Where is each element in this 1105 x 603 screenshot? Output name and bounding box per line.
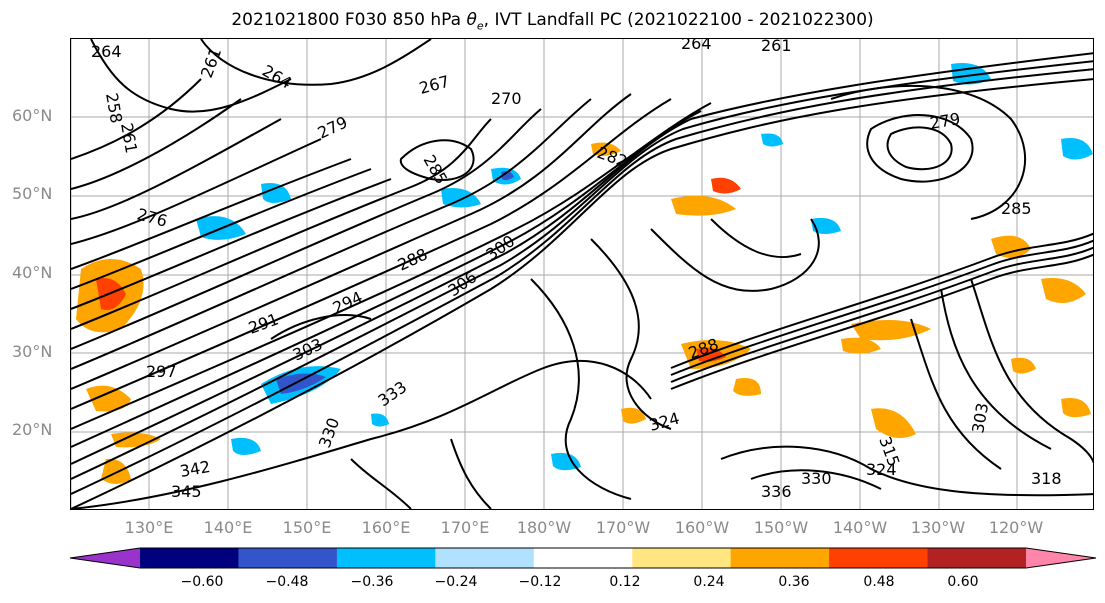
colorbar-tick-label: 0.36 — [778, 574, 810, 590]
contour-label: 267 — [417, 72, 451, 98]
lon-label-140e: 140°E — [203, 518, 253, 537]
contour-label: 330 — [801, 469, 832, 488]
contour-label: 279 — [928, 109, 961, 133]
map-title: 2021021800 F030 850 hPa θe, IVT Landfall… — [0, 10, 1105, 32]
contour-label: 294 — [330, 287, 366, 317]
map-svg: 264 261 264 261 258 261 264 267 270 279 … — [71, 39, 1093, 509]
contour-label: 264 — [91, 42, 122, 61]
colorbar-extend-max — [1026, 548, 1096, 568]
colorbar-tick-label: −0.24 — [434, 574, 478, 590]
lon-label-150e: 150°E — [282, 518, 332, 537]
lon-label-170w: 170°W — [595, 518, 651, 537]
lat-label-30n: 30°N — [12, 342, 53, 361]
positive-shading — [76, 142, 1091, 484]
contour-label: 324 — [866, 460, 897, 479]
contour-label: 261 — [117, 121, 141, 154]
colorbar-tick-label: −0.36 — [350, 574, 394, 590]
colorbar-segment — [435, 548, 535, 568]
contour-label: 261 — [197, 45, 225, 80]
contour-label: 303 — [968, 401, 992, 434]
contour-label: 297 — [146, 362, 177, 381]
contour-label: 324 — [647, 409, 681, 435]
contour-label: 258 — [102, 91, 126, 124]
contour-label: 303 — [290, 334, 326, 364]
theta-e-contours — [71, 39, 1093, 509]
colorbar-segment — [829, 548, 929, 568]
contour-label: 318 — [1031, 469, 1062, 488]
contour-label: 336 — [761, 482, 792, 501]
colorbar-segment — [632, 548, 732, 568]
colorbar-tick-label: 0.24 — [693, 574, 725, 590]
map-panel: 264 261 264 261 258 261 264 267 270 279 … — [70, 38, 1094, 510]
lon-label-130w: 130°W — [910, 518, 966, 537]
lon-label-140w: 140°W — [832, 518, 888, 537]
contour-label: 264 — [259, 61, 295, 93]
contour-label: 288 — [395, 244, 431, 274]
colorbar-segment — [927, 548, 1027, 568]
contour-label: 300 — [482, 231, 518, 264]
title-prefix: 2021021800 F030 850 hPa — [231, 10, 467, 30]
contour-label: 285 — [1001, 199, 1032, 218]
lon-label-130e: 130°E — [124, 518, 174, 537]
title-subscript: e — [476, 19, 484, 33]
title-suffix: , IVT Landfall PC (2021022100 - 20210223… — [483, 10, 874, 30]
contour-label: 270 — [491, 89, 522, 108]
lon-label-170e: 170°E — [440, 518, 490, 537]
lon-label-160e: 160°E — [361, 518, 411, 537]
contour-label: 276 — [135, 205, 169, 231]
colorbar-tick-label: 0.60 — [947, 574, 979, 590]
contour-label: 330 — [315, 415, 343, 450]
colorbar-segment — [336, 548, 436, 568]
contour-label: 291 — [246, 309, 281, 337]
colorbar-tick-label: 0.48 — [863, 574, 895, 590]
contour-label: 264 — [681, 39, 712, 53]
colorbar-segment — [238, 548, 338, 568]
lat-label-40n: 40°N — [12, 263, 53, 282]
lat-label-50n: 50°N — [12, 184, 53, 203]
lat-label-20n: 20°N — [12, 420, 53, 439]
title-theta: θ — [466, 10, 477, 30]
contour-label: 261 — [761, 39, 792, 55]
contour-label: 333 — [374, 377, 410, 410]
contour-label: 282 — [595, 143, 630, 171]
contour-label: 345 — [171, 482, 202, 501]
negative-shading — [196, 63, 1093, 471]
colorbar — [69, 547, 1097, 569]
colorbar-extend-min — [70, 548, 140, 568]
colorbar-segment — [140, 548, 239, 568]
colorbar-tick-label: −0.12 — [518, 574, 562, 590]
contour-label: 342 — [178, 457, 211, 481]
lat-label-60n: 60°N — [12, 106, 53, 125]
colorbar-tick-label: 0.12 — [609, 574, 641, 590]
lon-label-180w: 180°W — [516, 518, 572, 537]
lon-label-150w: 150°W — [753, 518, 809, 537]
colorbar-segment — [730, 548, 830, 568]
colorbar-segments — [69, 547, 1097, 569]
colorbar-tick-label: −0.48 — [265, 574, 309, 590]
lon-label-160w: 160°W — [674, 518, 730, 537]
lon-label-120w: 120°W — [988, 518, 1044, 537]
colorbar-tick-label: −0.60 — [180, 574, 224, 590]
colorbar-segment — [533, 548, 633, 568]
colorbar-outline — [69, 547, 1097, 569]
